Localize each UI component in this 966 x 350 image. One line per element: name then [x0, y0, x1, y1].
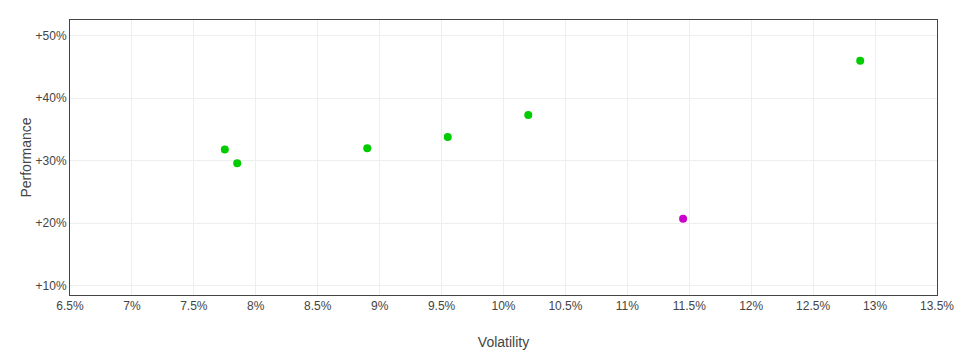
svg-text:+10%: +10% — [36, 279, 67, 293]
svg-text:12%: 12% — [739, 299, 763, 313]
svg-text:12.5%: 12.5% — [796, 299, 830, 313]
svg-text:9%: 9% — [371, 299, 389, 313]
svg-text:7%: 7% — [123, 299, 141, 313]
svg-text:9.5%: 9.5% — [428, 299, 456, 313]
svg-text:10.5%: 10.5% — [548, 299, 582, 313]
svg-text:+30%: +30% — [36, 154, 67, 168]
svg-text:13.5%: 13.5% — [920, 299, 954, 313]
svg-text:+20%: +20% — [36, 216, 67, 230]
svg-text:Performance: Performance — [18, 117, 34, 197]
svg-text:+40%: +40% — [36, 91, 67, 105]
svg-text:13%: 13% — [863, 299, 887, 313]
svg-text:+50%: +50% — [36, 29, 67, 43]
svg-text:8%: 8% — [247, 299, 265, 313]
svg-text:6.5%: 6.5% — [56, 299, 84, 313]
svg-text:10%: 10% — [491, 299, 515, 313]
svg-text:Volatility: Volatility — [478, 334, 529, 350]
svg-text:8.5%: 8.5% — [304, 299, 332, 313]
svg-text:7.5%: 7.5% — [180, 299, 208, 313]
svg-text:11%: 11% — [616, 299, 639, 313]
svg-text:11.5%: 11.5% — [673, 299, 706, 313]
